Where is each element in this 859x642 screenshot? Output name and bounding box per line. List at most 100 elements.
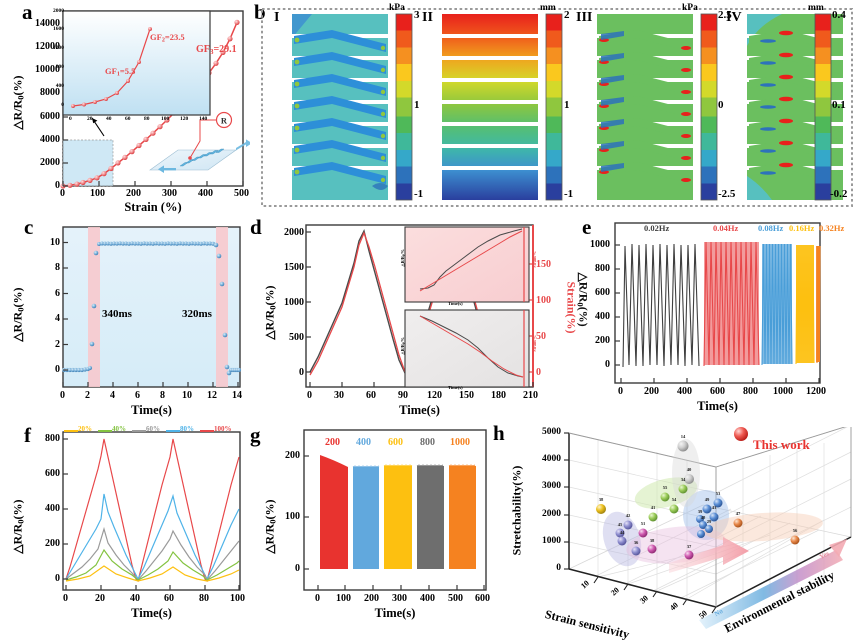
svg-text:40: 40 xyxy=(687,467,692,472)
panel-g-block-800 xyxy=(417,466,444,569)
panel-g-xlabel: Time(s) xyxy=(374,606,416,620)
panel-b-max-III: 2.5 xyxy=(718,9,732,21)
panel-g-plot xyxy=(303,429,487,591)
panel-b-max-I: 3 xyxy=(414,9,420,21)
panel-g-label: g xyxy=(250,423,261,447)
panel-b-plot xyxy=(261,8,853,207)
panel-e-legend-0: 0.02Hz xyxy=(644,223,670,233)
panel-a-inset xyxy=(62,10,211,116)
svg-text:39: 39 xyxy=(698,509,703,514)
panel-h: h xyxy=(491,423,859,641)
panel-d-inset-bot-xlabel: Time(s) xyxy=(448,385,463,390)
panel-f-label: f xyxy=(24,423,31,447)
panel-g-block-label-800: 800 xyxy=(420,437,435,448)
svg-text:56: 56 xyxy=(793,528,798,533)
panel-b-min-III: -2.5 xyxy=(718,188,736,200)
panel-d-inset-top-ylabel: △R/R0/% xyxy=(399,249,406,267)
panel-g-block-label-200: 200 xyxy=(325,437,340,448)
panel-d-inset-bot-ylabel: △R/R0/% xyxy=(399,337,406,355)
panel-f-legend-label-4: 100% xyxy=(214,425,232,433)
panel-g-block-200 xyxy=(320,455,348,569)
svg-text:51: 51 xyxy=(641,521,646,526)
panel-a-gf3-annotation: GF3=29.1 xyxy=(196,44,237,56)
panel-d-inset-top-xlabel: Time(s) xyxy=(448,301,463,306)
svg-text:44: 44 xyxy=(620,530,625,535)
panel-a-xlabel: Strain (%) xyxy=(124,200,182,214)
panel-g-block-1000 xyxy=(449,466,476,569)
panel-b-roman-II: II xyxy=(422,10,433,25)
panel-h-zlabel: Stretchability(%) xyxy=(509,465,524,556)
panel-e-legend-1: 0.04Hz xyxy=(713,223,739,233)
panel-b-min-I: -1 xyxy=(414,188,424,200)
panel-g-block-label-400: 400 xyxy=(356,437,371,448)
panel-b-unit-III: kPa xyxy=(682,3,698,13)
panel-b-label: b xyxy=(254,0,266,24)
panel-f: f △R/R0(%) xyxy=(0,423,248,639)
panel-b-roman-IV: IV xyxy=(726,10,742,25)
panel-b-max-IV: 0.4 xyxy=(832,9,846,21)
svg-text:41: 41 xyxy=(651,505,656,510)
svg-text:55: 55 xyxy=(663,485,668,490)
panel-b-min-IV: -0.2 xyxy=(830,188,848,200)
panel-h-data-points xyxy=(596,427,800,560)
panel-b-unit-II: mm xyxy=(540,3,556,13)
svg-text:38: 38 xyxy=(599,497,604,502)
panel-a-device-illustration: R xyxy=(149,111,250,173)
panel-b-unit-I: kPa xyxy=(389,3,405,13)
svg-text:36: 36 xyxy=(634,540,639,545)
panel-e-legend-2: 0.08Hz xyxy=(758,223,784,233)
panel-f-legend-marker-0 xyxy=(64,430,78,432)
panel-f-legend-label-2: 60% xyxy=(146,425,160,433)
panel-g: g △R/R0(%) xyxy=(248,423,491,639)
panel-f-plot xyxy=(62,431,241,591)
panel-g-block-label-1000: 1000 xyxy=(450,437,470,448)
panel-d-inset-bottom xyxy=(404,309,530,388)
panel-f-xlabel: Time(s) xyxy=(131,606,172,620)
panel-c-annotation-340ms: 340ms xyxy=(102,308,132,320)
panel-a-label: a xyxy=(22,0,33,24)
panel-f-legend-label-3: 80% xyxy=(180,425,194,433)
svg-text:34: 34 xyxy=(681,477,686,482)
svg-text:R: R xyxy=(221,116,228,126)
panel-b-sim-III xyxy=(597,13,718,201)
panel-f-legend-label-0: 20% xyxy=(78,425,92,433)
panel-e-label: e xyxy=(582,215,592,239)
panel-a-gf1-annotation: GF1=5.5 xyxy=(105,66,136,78)
panel-b-min-II: -1 xyxy=(564,188,574,200)
svg-text:43: 43 xyxy=(712,505,717,510)
panel-b-sim-II xyxy=(442,13,563,201)
panel-b-roman-III: III xyxy=(576,10,593,25)
svg-text:47: 47 xyxy=(736,511,741,516)
panel-d-inset-top xyxy=(404,226,530,303)
panel-f-legend-marker-2 xyxy=(132,430,146,432)
panel-c-plot xyxy=(61,226,242,388)
panel-b-mid-III: 0 xyxy=(718,99,724,111)
panel-c-label: c xyxy=(24,215,34,239)
panel-c-xlabel: Time(s) xyxy=(131,403,172,417)
panel-b-roman-I: I xyxy=(274,10,280,25)
panel-d: d △R/R0(%) xyxy=(248,215,580,427)
panel-c: c △R/R0(%) xyxy=(0,215,248,427)
panel-f-legend-label-1: 40% xyxy=(112,425,126,433)
panel-f-legend-marker-1 xyxy=(98,430,112,432)
svg-text:45: 45 xyxy=(618,522,623,527)
panel-b-unit-IV: mm xyxy=(808,3,824,13)
panel-b-mid-IV: 0.1 xyxy=(832,99,846,111)
panel-g-block-400 xyxy=(353,467,379,569)
panel-e: e xyxy=(580,215,859,427)
panel-h-label: h xyxy=(493,421,505,445)
svg-text:38: 38 xyxy=(650,538,655,543)
svg-text:54: 54 xyxy=(672,497,677,502)
panel-h-this-work-label: This work xyxy=(753,437,810,452)
panel-a-plot: R xyxy=(60,10,250,189)
panel-a-gf2-annotation: GF2=23.5 xyxy=(150,32,185,44)
svg-text:53: 53 xyxy=(716,491,721,496)
svg-text:14: 14 xyxy=(681,434,686,439)
panel-f-legend-marker-3 xyxy=(166,430,180,432)
panel-f-legend-marker-4 xyxy=(200,430,214,432)
panel-b-mid-II: 1 xyxy=(564,99,570,111)
panel-f-legend: 20% 40% 60% 80% 100% xyxy=(64,425,244,438)
panel-d-plot xyxy=(305,224,534,388)
svg-text:48: 48 xyxy=(701,515,706,520)
